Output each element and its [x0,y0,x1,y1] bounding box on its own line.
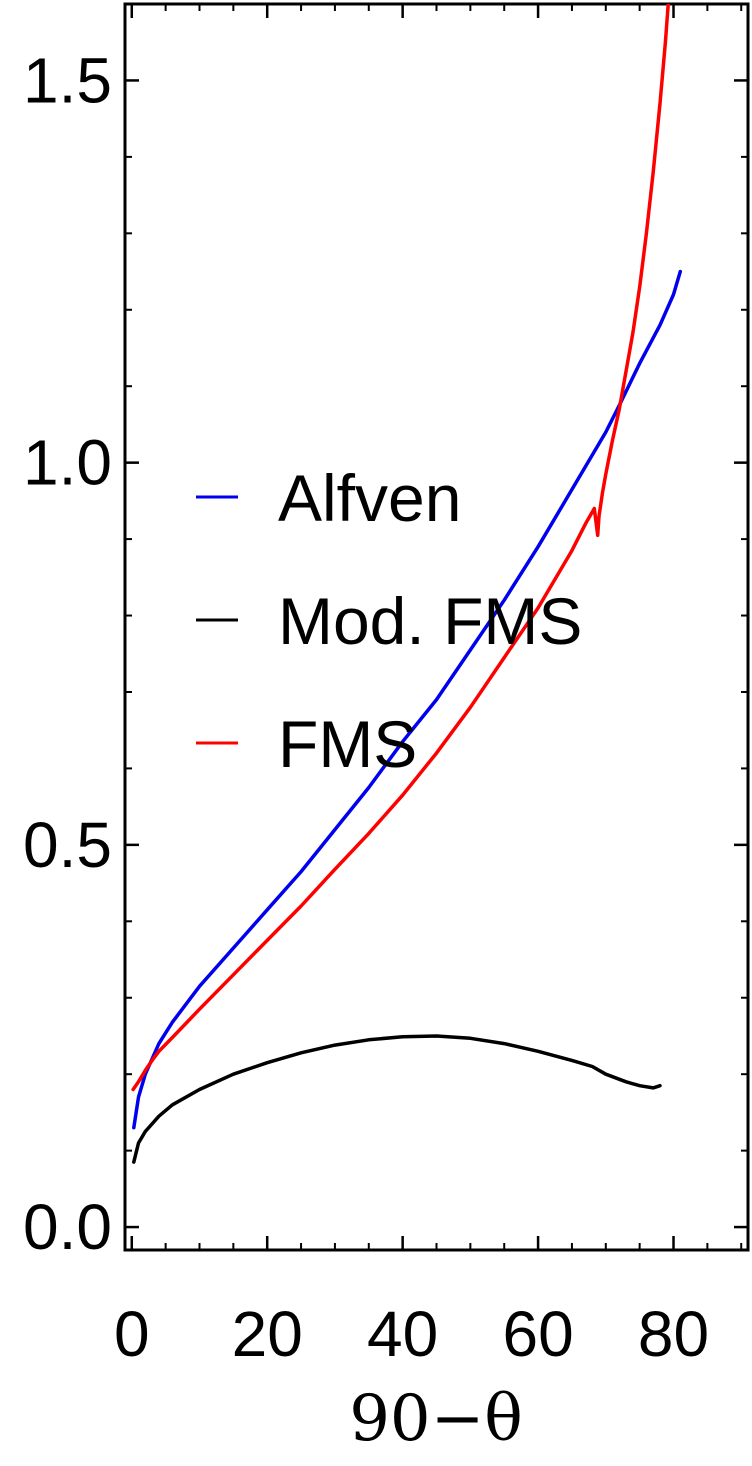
y-tick-label: 1.0 [23,427,112,499]
x-tick-label: 60 [502,1298,573,1370]
x-tick-label: 80 [638,1298,709,1370]
x-tick-label: 20 [232,1298,303,1370]
series-line-mod-fms [132,1034,662,1164]
legend-label-alfven: Alfven [278,461,461,535]
series-group [131,4,683,1164]
tick-labels: 0 20 40 60 80 0.0 0.5 1.0 1.5 [23,44,709,1370]
series-line-fms [131,4,670,1092]
y-tick-label: 1.5 [23,44,112,116]
y-tick-label: 0.5 [23,809,112,881]
x-tick-label: 0 [114,1298,150,1370]
ticks [125,4,748,1250]
legend-label-fms: FMS [278,707,417,781]
legend: Alfven Mod. FMS FMS [196,461,582,781]
y-tick-label: 0.0 [23,1191,112,1263]
series-line-alfven [132,269,683,1130]
x-axis-label: 90−θ [349,1382,523,1456]
x-tick-label: 40 [367,1298,438,1370]
legend-label-mod-fms: Mod. FMS [278,584,582,658]
